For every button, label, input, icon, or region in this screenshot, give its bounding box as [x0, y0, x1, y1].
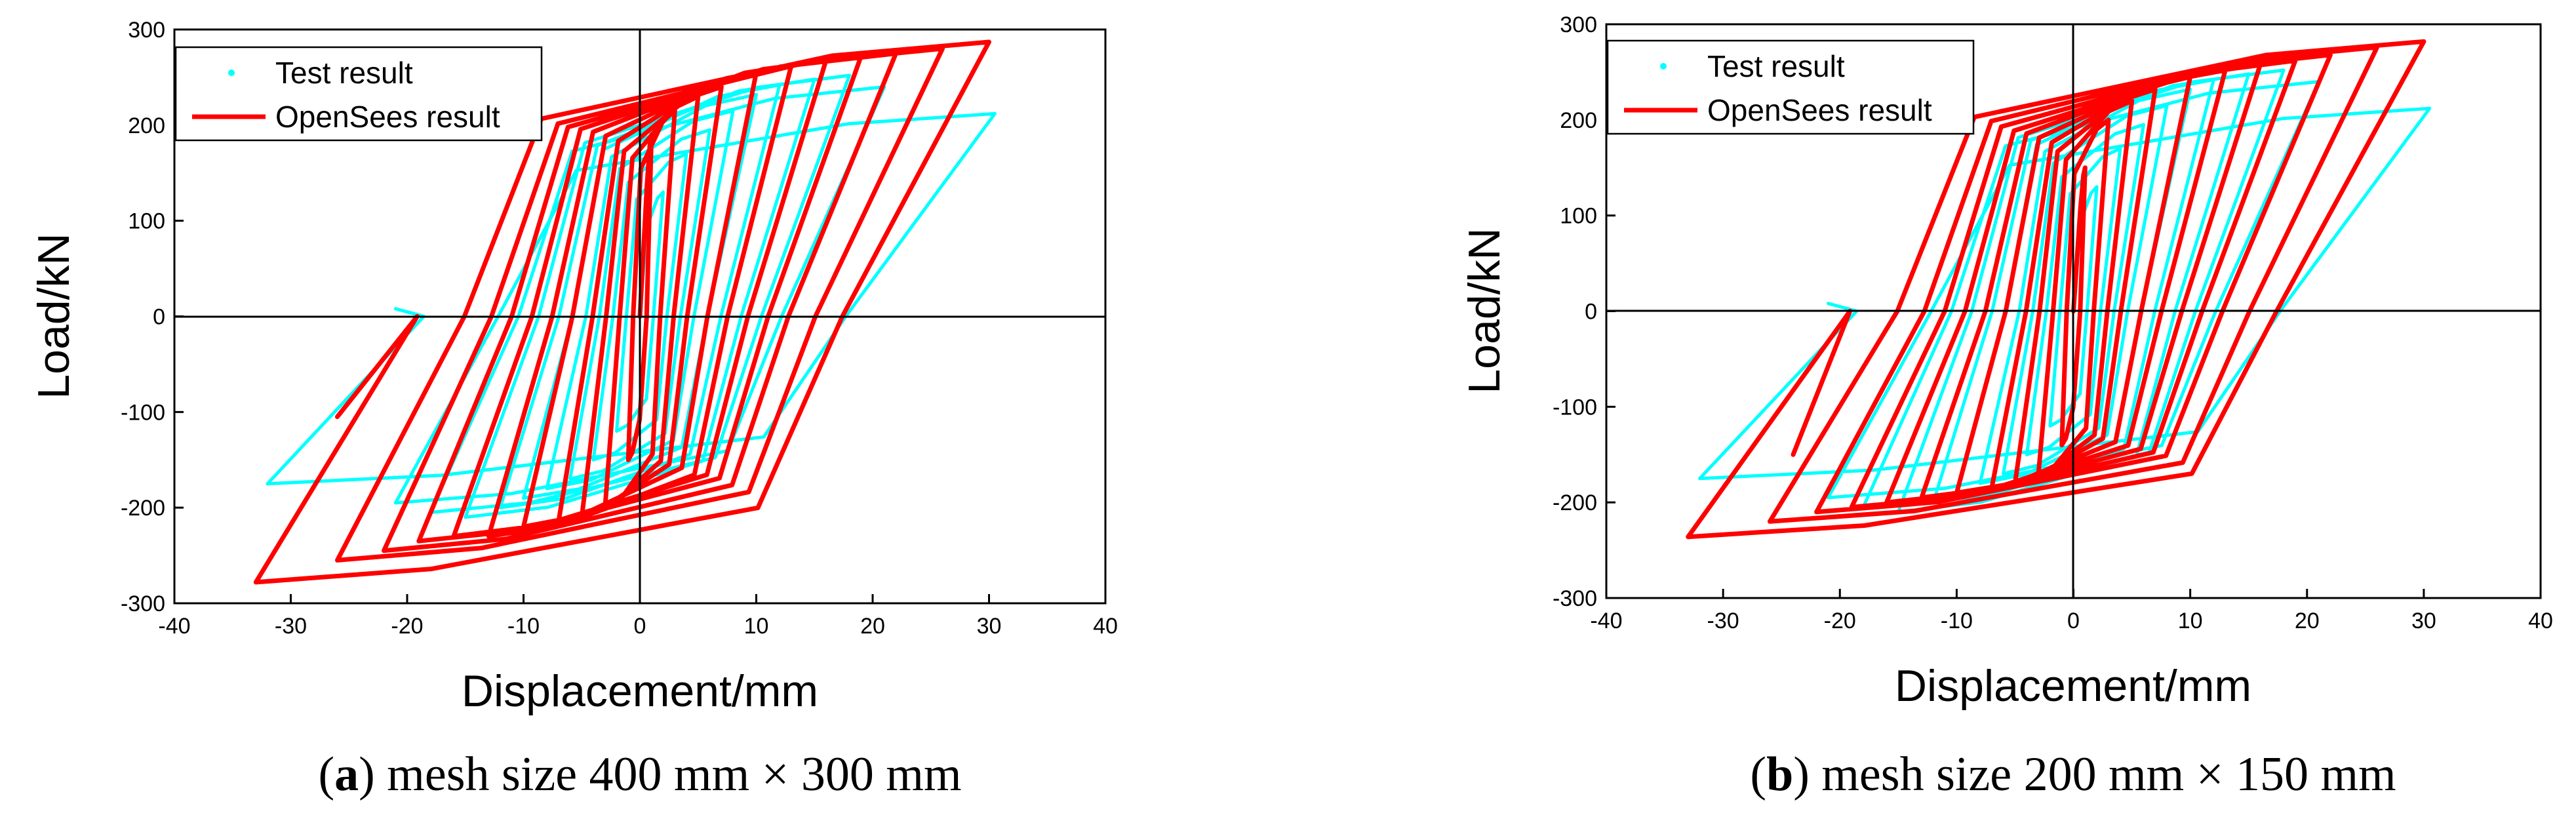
x-tick-label: -10: [1941, 609, 1973, 633]
legend: Test result OpenSees result: [174, 46, 543, 142]
x-axis-label: Displacement/mm: [1895, 661, 2251, 711]
x-tick-label: -40: [158, 614, 190, 639]
panel-b: -40 -30 -20 -10 0 10 20 30 40-300-200-1000100200…: [1459, 12, 2553, 801]
legend-test-label: Test result: [1707, 49, 1845, 83]
caption-a-letter: a: [334, 748, 359, 801]
x-tick-label: 0: [634, 614, 646, 639]
y-axis-label: Load/kN: [29, 233, 79, 399]
legend-opensees-label: OpenSees result: [275, 100, 500, 134]
y-tick-label: 100: [128, 209, 165, 234]
x-tick-label: 30: [977, 614, 1002, 639]
caption-b-open: (: [1750, 748, 1766, 801]
legend-box: [174, 46, 543, 142]
x-tick-label: 10: [2178, 609, 2203, 633]
x-tick-label: 40: [2528, 609, 2553, 633]
x-tick-label: 20: [2295, 609, 2320, 633]
y-axis-label: Load/kN: [1459, 228, 1509, 393]
opensees-result-series: [253, 39, 991, 585]
x-tick-label: -20: [1824, 609, 1856, 633]
legend: Test result OpenSees result: [1606, 39, 1975, 135]
caption-b-letter: b: [1766, 748, 1793, 801]
legend-test-marker: [1660, 63, 1667, 70]
legend-box: [1606, 39, 1975, 135]
legend-opensees-label: OpenSees result: [1707, 93, 1932, 127]
x-tick-label: 40: [1093, 614, 1118, 639]
y-tick-label: -100: [1553, 395, 1597, 420]
x-tick-label: 30: [2411, 609, 2436, 633]
y-tick-label: -300: [1553, 586, 1597, 611]
x-tick-label: 20: [860, 614, 885, 639]
y-tick-label: 0: [153, 305, 165, 330]
plot-area: [253, 39, 997, 585]
opensees-result-series: [1686, 39, 2427, 540]
caption-a: (a) mesh size 400 mm × 300 mm: [318, 748, 961, 801]
y-tick-label: 100: [1560, 204, 1597, 229]
x-tick-label: 10: [744, 614, 769, 639]
y-tick-label: 300: [1560, 12, 1597, 37]
x-tick-label: 0: [2067, 609, 2080, 633]
y-tick-label: 0: [1585, 300, 1597, 325]
legend-test-label: Test result: [275, 56, 413, 90]
x-tick-label: -10: [507, 614, 540, 639]
y-tick-label: 200: [128, 113, 165, 138]
x-tick-label: -30: [275, 614, 307, 639]
caption-b: (b) mesh size 200 mm × 150 mm: [1750, 748, 2396, 801]
x-tick-label: -40: [1590, 609, 1622, 633]
x-tick-label: -30: [1707, 609, 1739, 633]
x-axis-label: Displacement/mm: [462, 666, 818, 716]
y-tick-label: 200: [1560, 108, 1597, 133]
caption-a-open: (: [318, 748, 334, 801]
y-tick-label: -200: [1553, 490, 1597, 515]
caption-a-text: ) mesh size 400 mm × 300 mm: [359, 748, 961, 801]
legend-test-marker: [228, 70, 235, 76]
y-tick-label: -300: [121, 591, 165, 616]
y-tick-label: -200: [121, 496, 165, 521]
axis-ticks: -40 -30 -20 -10 0 10 20 30 40-300-200-1000100200…: [1553, 12, 2553, 633]
y-tick-label: 300: [128, 18, 165, 43]
panel-a: -40 -30 -20 -10 0 10 20 30 40-300-200-1000100200…: [29, 18, 1118, 801]
x-tick-label: -20: [391, 614, 423, 639]
y-tick-label: -100: [121, 400, 165, 425]
plot-area: [1686, 39, 2432, 540]
caption-b-text: ) mesh size 200 mm × 150 mm: [1793, 748, 2396, 801]
axis-ticks: -40 -30 -20 -10 0 10 20 30 40-300-200-1000100200…: [121, 18, 1118, 639]
